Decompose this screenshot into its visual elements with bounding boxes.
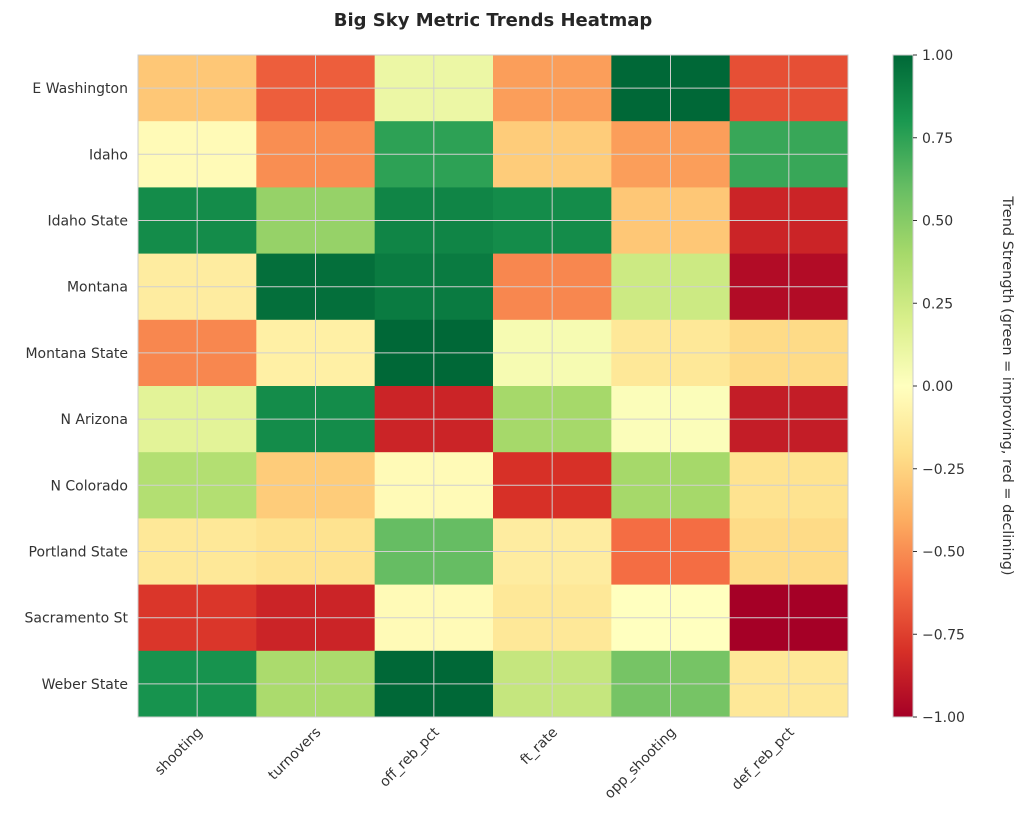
colorbar-ticks: 1.00 0.75 0.50 0.25 0.00 −0.25 −0.50 −0.75 −1.00 xyxy=(913,48,965,726)
colorbar-label: Trend Strength (green = improving, red =… xyxy=(999,195,1015,575)
colorbar-tick-label: 0.25 xyxy=(922,296,953,312)
colorbar-tick-label: 0.00 xyxy=(922,379,953,395)
colorbar-tick-label: −0.75 xyxy=(922,627,965,643)
column-label: opp_shooting xyxy=(602,725,680,803)
row-label: N Arizona xyxy=(60,412,128,428)
plot-frame xyxy=(137,54,849,718)
column-label: shooting xyxy=(152,725,206,779)
column-label: ft_rate xyxy=(517,725,561,769)
row-label: E Washington xyxy=(32,81,128,97)
colorbar xyxy=(892,54,914,718)
column-label: def_reb_pct xyxy=(729,724,798,793)
column-labels: shooting turnovers off_reb_pct ft_rate opp_s… xyxy=(152,724,798,802)
colorbar-tick-label: −0.50 xyxy=(922,545,965,561)
chart-title: Big Sky Metric Trends Heatmap xyxy=(334,10,653,31)
row-label: Idaho State xyxy=(47,214,128,230)
grid-lines xyxy=(138,55,848,717)
row-label: N Colorado xyxy=(50,478,128,494)
row-label: Montana xyxy=(67,280,128,296)
colorbar-tick-label: 0.50 xyxy=(922,214,953,230)
row-label: Sacramento St xyxy=(24,611,128,627)
colorbar-tick-label: 1.00 xyxy=(922,48,953,64)
colorbar-tick-label: −1.00 xyxy=(922,710,965,726)
row-label: Portland State xyxy=(29,545,129,561)
colorbar-tick-label: −0.25 xyxy=(922,462,965,478)
colorbar-tick-label: 0.75 xyxy=(922,131,953,147)
row-label: Montana State xyxy=(25,346,128,362)
column-label: off_reb_pct xyxy=(377,724,443,790)
row-label: Idaho xyxy=(89,147,128,163)
row-labels: E Washington Idaho Idaho State Montana Monta… xyxy=(24,81,128,693)
row-label: Weber State xyxy=(42,677,128,693)
column-label: turnovers xyxy=(265,725,324,784)
